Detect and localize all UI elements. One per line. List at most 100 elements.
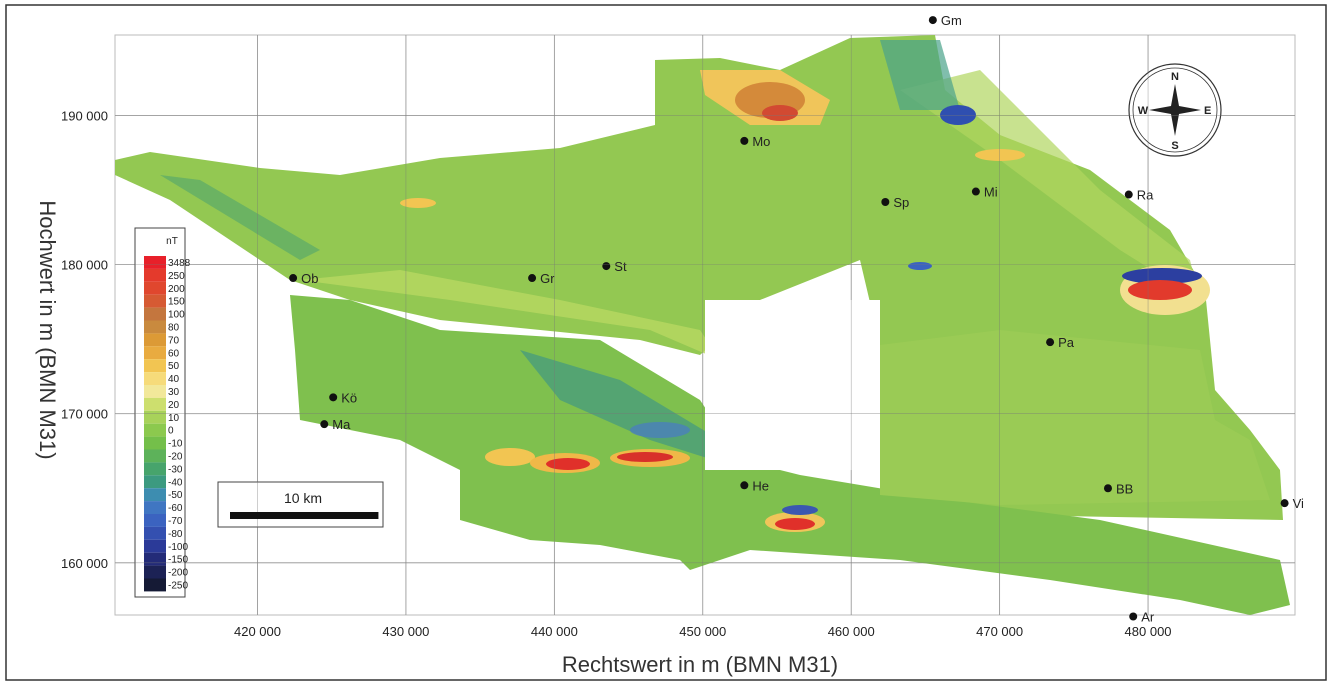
place-marker <box>602 262 610 270</box>
legend-swatch <box>144 308 166 321</box>
legend-swatch <box>144 269 166 282</box>
place-marker <box>329 393 337 401</box>
legend-swatch <box>144 398 166 411</box>
x-tick-label: 450 000 <box>679 624 726 639</box>
place-marker <box>1046 338 1054 346</box>
legend-label: -80 <box>168 529 183 540</box>
legend-label: 20 <box>168 400 180 411</box>
legend-unit: nT <box>166 236 178 247</box>
legend-swatch <box>144 411 166 424</box>
place-label: Ma <box>332 417 351 432</box>
place-marker <box>1104 484 1112 492</box>
place-marker <box>740 137 748 145</box>
legend-label: -50 <box>168 490 183 501</box>
legend-label: -30 <box>168 464 183 475</box>
compass-e: E <box>1204 105 1211 117</box>
legend-swatch <box>144 437 166 450</box>
legend-label: -250 <box>168 580 188 591</box>
place-label: BB <box>1116 481 1133 496</box>
legend-label: -40 <box>168 477 183 488</box>
scale-bar: 10 km <box>218 482 383 527</box>
place-marker <box>1125 191 1133 199</box>
place-marker <box>972 188 980 196</box>
place-label: He <box>752 478 769 493</box>
place-label: St <box>614 259 627 274</box>
place-marker <box>881 198 889 206</box>
legend-swatch <box>144 553 166 566</box>
x-axis-label: Rechtswert in m (BMN M31) <box>562 652 838 677</box>
legend-swatch <box>144 424 166 437</box>
compass-s: S <box>1171 140 1178 152</box>
legend-label: 70 <box>168 335 180 346</box>
legend-label: -20 <box>168 451 183 462</box>
legend-swatch <box>144 346 166 359</box>
legend-swatch <box>144 333 166 346</box>
place-label: Mo <box>752 134 770 149</box>
legend-label: 0 <box>168 426 174 437</box>
legend: nT348825020015010080706050403020100-10-2… <box>135 228 191 597</box>
place-label: Mi <box>984 185 998 200</box>
place-marker <box>1129 612 1137 620</box>
place-label: Gm <box>941 13 962 28</box>
legend-swatch <box>144 527 166 540</box>
legend-swatch <box>144 321 166 334</box>
legend-swatch <box>144 566 166 579</box>
compass: N E S W <box>1129 64 1221 156</box>
legend-swatch <box>144 488 166 501</box>
legend-swatch <box>144 372 166 385</box>
y-tick-label: 180 000 <box>61 258 108 273</box>
legend-swatch <box>144 540 166 553</box>
scale-bar-label: 10 km <box>284 490 322 506</box>
x-tick-label: 480 000 <box>1125 624 1172 639</box>
x-tick-label: 470 000 <box>976 624 1023 639</box>
legend-swatch <box>144 475 166 488</box>
legend-label: -200 <box>168 568 188 579</box>
legend-label: 100 <box>168 310 185 321</box>
y-axis-label: Hochwert in m (BMN M31) <box>35 200 60 459</box>
compass-n: N <box>1171 71 1179 83</box>
place-marker <box>740 481 748 489</box>
legend-label: 3488 <box>168 258 191 269</box>
place-marker <box>929 16 937 24</box>
y-tick-label: 190 000 <box>61 109 108 124</box>
x-tick-label: 460 000 <box>828 624 875 639</box>
x-tick-label: 420 000 <box>234 624 281 639</box>
legend-label: 30 <box>168 387 180 398</box>
scale-bar-line <box>230 512 378 519</box>
place-label: Vi <box>1293 496 1304 511</box>
legend-swatch <box>144 501 166 514</box>
legend-swatch <box>144 514 166 527</box>
place-marker <box>1281 499 1289 507</box>
y-tick-label: 170 000 <box>61 407 108 422</box>
legend-label: -10 <box>168 439 183 450</box>
place-marker <box>320 420 328 428</box>
map-figure: nT348825020015010080706050403020100-10-2… <box>0 0 1332 684</box>
x-tick-label: 440 000 <box>531 624 578 639</box>
legend-label: 150 <box>168 297 185 308</box>
legend-label: -100 <box>168 542 188 553</box>
place-marker <box>528 274 536 282</box>
legend-swatch <box>144 282 166 295</box>
legend-label: 40 <box>168 374 180 385</box>
place-label: Sp <box>893 195 909 210</box>
place-label: Kö <box>341 390 357 405</box>
place-label: Ob <box>301 271 318 286</box>
legend-label: 250 <box>168 271 185 282</box>
legend-swatch <box>144 579 166 592</box>
compass-w: W <box>1138 105 1149 117</box>
legend-label: 60 <box>168 348 180 359</box>
x-tick-label: 430 000 <box>382 624 429 639</box>
legend-swatch <box>144 256 166 269</box>
legend-label: 80 <box>168 322 180 333</box>
legend-swatch <box>144 385 166 398</box>
legend-label: 50 <box>168 361 180 372</box>
legend-label: -150 <box>168 555 188 566</box>
place-label: Gr <box>540 271 555 286</box>
legend-label: 200 <box>168 284 185 295</box>
legend-swatch <box>144 359 166 372</box>
place-label: Pa <box>1058 335 1075 350</box>
legend-label: 10 <box>168 413 180 424</box>
legend-swatch <box>144 450 166 463</box>
legend-label: -60 <box>168 503 183 514</box>
legend-swatch <box>144 462 166 475</box>
